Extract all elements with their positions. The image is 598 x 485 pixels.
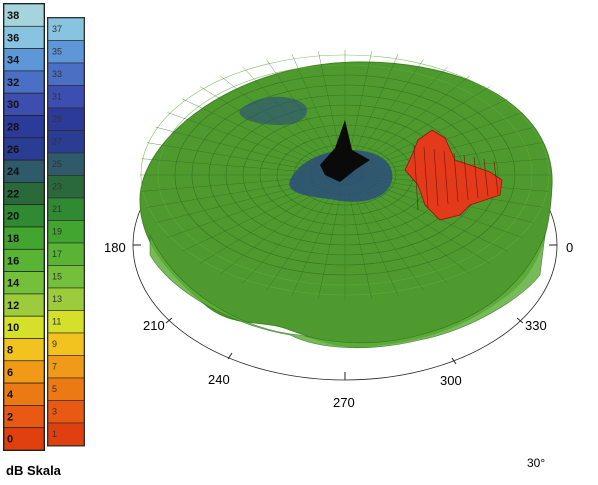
- scale-label: 38: [7, 10, 19, 22]
- scale-label: 28: [7, 122, 19, 134]
- scale-label: 34: [7, 55, 20, 67]
- depression-region-upper: [239, 96, 308, 125]
- angle-label-0: 0: [566, 240, 573, 255]
- peak-grid-line: [423, 146, 429, 209]
- scale-label: 26: [7, 144, 19, 156]
- scale-label: 36: [7, 32, 19, 44]
- scale-back-label: 9: [52, 339, 57, 349]
- angle-label-330: 330: [525, 318, 547, 333]
- peak-grid-line: [473, 156, 479, 199]
- scale-back-label: 35: [52, 47, 62, 57]
- scale-back-label: 27: [52, 137, 62, 147]
- scale-label: 32: [7, 77, 19, 89]
- scale-back-label: 7: [52, 362, 57, 372]
- peak-grid: [413, 144, 499, 211]
- scale-back-label: 23: [52, 182, 62, 192]
- scale-label: 10: [7, 322, 19, 334]
- scale-back-cell: [47, 422, 85, 446]
- scale-label: 22: [7, 188, 19, 200]
- scale-back-label: 11: [52, 317, 61, 327]
- peak-grid-line: [483, 158, 489, 197]
- scale-back-label: 29: [52, 114, 62, 124]
- angle-label-240: 240: [208, 372, 230, 387]
- scale-back-label: 25: [52, 159, 62, 169]
- scale-back-label: 31: [52, 92, 62, 102]
- scale-back-label: 37: [52, 24, 62, 34]
- visual-field-3d-plot: [132, 50, 558, 381]
- peak-grid-line: [413, 144, 419, 211]
- scale-back-label: 21: [52, 204, 62, 214]
- scale-label: 8: [7, 345, 13, 357]
- scale-back-label: 1: [52, 429, 57, 439]
- center-spot: [320, 120, 370, 182]
- scale-label: 18: [7, 233, 19, 245]
- peak-grid-line: [463, 154, 469, 201]
- scale-caption: dB Skala: [6, 463, 62, 478]
- scale-label: 2: [7, 411, 13, 423]
- surface-skirt: [149, 234, 546, 349]
- footer-label: 30°: [527, 456, 545, 470]
- scale-cell: [3, 427, 45, 451]
- scale-back-label: 19: [52, 227, 62, 237]
- scale-label: 12: [7, 300, 19, 312]
- scale-label: 16: [7, 255, 19, 267]
- scale-back-label: 17: [52, 249, 62, 259]
- scale-back-label: 13: [52, 294, 62, 304]
- angle-ticks: [133, 244, 557, 380]
- peak-grid-line: [453, 152, 459, 203]
- scale-label: 14: [7, 278, 20, 290]
- scale-label: 30: [7, 99, 19, 111]
- scale-label: 4: [7, 389, 14, 401]
- scale-back-label: 5: [52, 384, 57, 394]
- scale-label: 24: [7, 166, 20, 178]
- scale-label: 6: [7, 367, 13, 379]
- scale-back-label: 33: [52, 69, 62, 79]
- peak-grid-line: [443, 150, 449, 205]
- scale-label: 20: [7, 211, 19, 223]
- scale-back-label: 15: [52, 272, 62, 282]
- peak-grid-line: [493, 160, 499, 195]
- angle-label-270: 270: [333, 395, 355, 410]
- scale-label: 0: [7, 434, 13, 446]
- angle-label-210: 210: [143, 318, 165, 333]
- angle-label-300: 300: [440, 373, 462, 388]
- scale-back-label: 3: [52, 407, 57, 417]
- angle-label-180: 180: [104, 240, 126, 255]
- peak-grid-line: [433, 148, 439, 207]
